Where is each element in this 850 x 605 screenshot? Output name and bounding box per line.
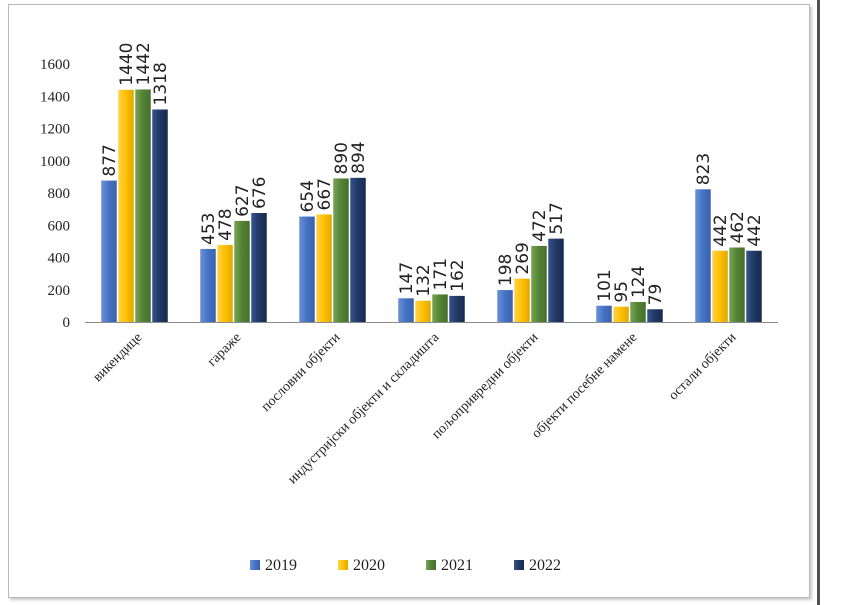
data-label: 147 [397, 262, 417, 294]
bar-2020[interactable] [118, 89, 134, 322]
bar-2019[interactable] [398, 298, 414, 322]
data-label: 162 [448, 259, 468, 291]
y-tick-label: 400 [48, 251, 71, 267]
bar-2021[interactable] [333, 178, 349, 322]
y-tick-label: 1400 [40, 89, 70, 105]
bar-2021[interactable] [234, 220, 250, 322]
bar-2022[interactable] [647, 309, 663, 322]
bar-2020[interactable] [712, 250, 728, 322]
data-label: 627 [233, 184, 253, 216]
data-label: 1442 [134, 42, 154, 85]
legend-swatch-2021[interactable] [426, 560, 436, 570]
data-label: 1440 [117, 43, 137, 86]
data-label: 890 [332, 142, 352, 174]
bar-2022[interactable] [449, 295, 465, 322]
data-label: 667 [315, 178, 335, 210]
bar-2019[interactable] [299, 216, 315, 322]
y-tick-label: 1200 [40, 122, 70, 138]
data-label: 823 [694, 153, 714, 185]
y-tick-label: 200 [48, 283, 71, 299]
legend-label: 2019 [265, 557, 297, 574]
legend-label: 2020 [353, 557, 385, 574]
bar-2019[interactable] [596, 305, 612, 322]
data-label: 462 [728, 211, 748, 243]
data-label: 472 [530, 209, 550, 241]
bar-2019[interactable] [497, 290, 513, 322]
y-tick-label: 800 [48, 186, 71, 202]
category-label: објекти посебне намене [529, 330, 640, 441]
bar-2019[interactable] [200, 248, 216, 322]
bar-2022[interactable] [548, 238, 564, 322]
y-tick-label: 1600 [40, 57, 70, 73]
legend-label: 2022 [529, 557, 561, 574]
bar-2021[interactable] [135, 89, 151, 322]
category-label: остали објекти [666, 330, 740, 404]
category-label: пословни објекти [259, 330, 344, 415]
data-label: 894 [349, 141, 369, 173]
legend-swatch-2022[interactable] [514, 560, 524, 570]
data-label: 101 [595, 269, 615, 301]
data-label: 95 [612, 281, 632, 303]
data-label: 442 [711, 214, 731, 246]
data-label: 654 [298, 180, 318, 212]
bar-2020[interactable] [514, 278, 530, 322]
bar-2022[interactable] [251, 212, 267, 322]
y-tick-label: 0 [63, 315, 71, 331]
bar-2019[interactable] [101, 180, 117, 322]
data-label: 676 [250, 177, 270, 209]
data-label: 453 [199, 213, 219, 245]
category-label: викендице [90, 330, 145, 385]
data-label: 478 [216, 208, 236, 240]
bar-2021[interactable] [630, 302, 646, 322]
bar-2020[interactable] [613, 306, 629, 322]
bar-2019[interactable] [695, 189, 711, 322]
data-label: 877 [100, 144, 120, 176]
bar-2022[interactable] [746, 250, 762, 322]
bar-2020[interactable] [217, 244, 233, 322]
y-tick-label: 1000 [40, 154, 70, 170]
data-label: 517 [547, 202, 567, 234]
data-label: 269 [513, 242, 533, 274]
bar-2021[interactable] [531, 245, 547, 322]
y-tick-label: 600 [48, 218, 71, 234]
bar-2020[interactable] [316, 214, 332, 322]
page-edge-line [817, 0, 820, 605]
data-label: 79 [646, 284, 666, 306]
bar-2021[interactable] [729, 247, 745, 322]
bar-2021[interactable] [432, 294, 448, 322]
data-label: 132 [414, 264, 434, 296]
data-label: 1318 [151, 62, 171, 105]
category-label: гараже [205, 330, 245, 370]
legend-swatch-2019[interactable] [250, 560, 260, 570]
bar-2022[interactable] [350, 177, 366, 322]
legend-label: 2021 [441, 557, 473, 574]
legend-swatch-2020[interactable] [338, 560, 348, 570]
data-label: 198 [496, 254, 516, 286]
data-label: 442 [745, 214, 765, 246]
bar-2020[interactable] [415, 300, 431, 322]
category-label: пољопривредни објекти [429, 330, 541, 442]
bar-2022[interactable] [152, 109, 168, 322]
data-label: 171 [431, 258, 451, 290]
data-label: 124 [629, 266, 649, 298]
